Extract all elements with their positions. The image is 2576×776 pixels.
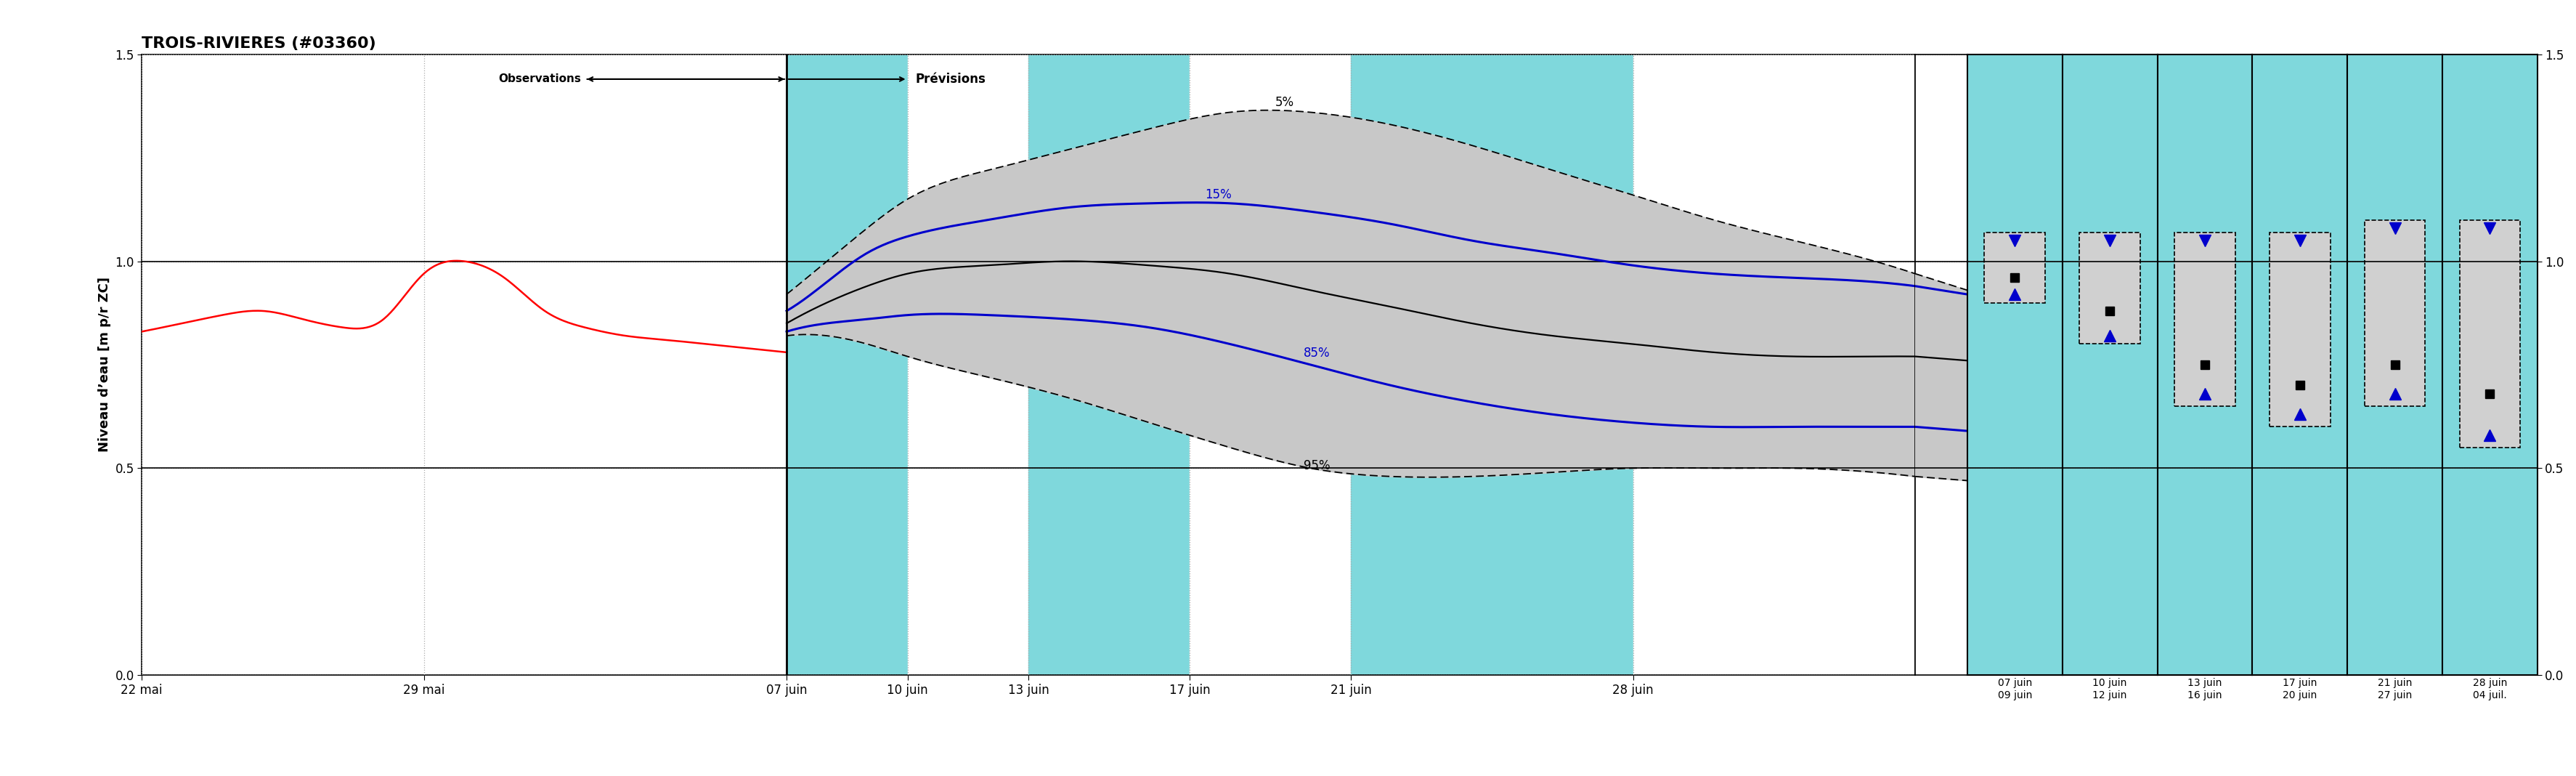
FancyBboxPatch shape — [2269, 232, 2331, 427]
Text: Prévisions: Prévisions — [914, 73, 987, 85]
X-axis label: 13 juin
16 juin: 13 juin 16 juin — [2187, 678, 2223, 700]
Text: 85%: 85% — [1303, 346, 1329, 359]
Bar — [1633, 54, 1914, 675]
Text: TROIS-RIVIERES (#03360): TROIS-RIVIERES (#03360) — [142, 36, 376, 51]
Bar — [1350, 54, 1633, 675]
Text: 95%: 95% — [1303, 459, 1329, 473]
X-axis label: 28 juin
04 juil.: 28 juin 04 juil. — [2473, 678, 2506, 700]
X-axis label: 17 juin
20 juin: 17 juin 20 juin — [2282, 678, 2316, 700]
Text: Observations: Observations — [497, 74, 582, 85]
X-axis label: 21 juin
27 juin: 21 juin 27 juin — [2378, 678, 2411, 700]
FancyBboxPatch shape — [2174, 232, 2236, 406]
FancyBboxPatch shape — [2460, 220, 2519, 448]
Y-axis label: Niveau d’eau [m p/r ZC]: Niveau d’eau [m p/r ZC] — [98, 277, 111, 452]
X-axis label: 07 juin
09 juin: 07 juin 09 juin — [1996, 678, 2032, 700]
Text: 5%: 5% — [1275, 96, 1293, 109]
Bar — [1028, 54, 1190, 675]
Bar — [907, 54, 1028, 675]
FancyBboxPatch shape — [1984, 232, 2045, 303]
Bar — [1190, 54, 1350, 675]
Bar — [786, 54, 907, 675]
Text: 15%: 15% — [1206, 189, 1231, 201]
FancyBboxPatch shape — [2079, 232, 2141, 344]
X-axis label: 10 juin
12 juin: 10 juin 12 juin — [2092, 678, 2128, 700]
FancyBboxPatch shape — [2365, 220, 2424, 406]
